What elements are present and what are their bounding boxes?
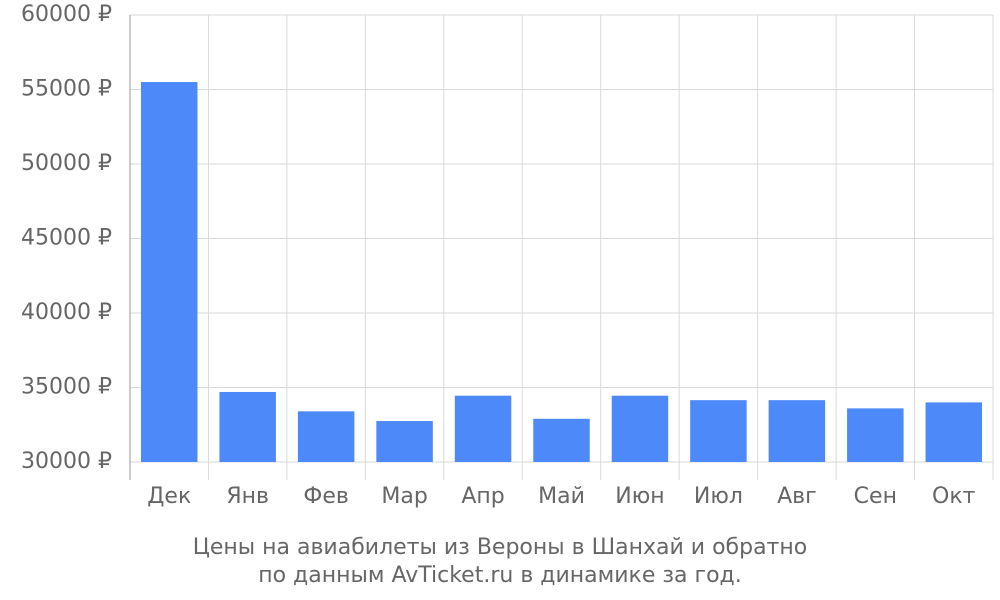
y-tick-label: 40000 ₽ [21, 300, 112, 325]
bar [847, 408, 904, 462]
bar [454, 395, 512, 462]
x-tick-label: Май [538, 484, 585, 509]
chart-title: Цены на авиабилеты из Вероны в Шанхай и … [193, 535, 807, 560]
x-tick-label: Фев [303, 484, 348, 509]
x-tick-label: Мар [381, 484, 427, 509]
bar [219, 391, 276, 462]
x-tick-label: Июн [615, 484, 664, 509]
y-tick-label: 30000 ₽ [21, 449, 112, 474]
x-tick-label: Июл [694, 484, 743, 509]
x-tick-label: Сен [854, 484, 897, 509]
bar [297, 411, 355, 462]
x-tick-label: Апр [461, 484, 504, 509]
bar [140, 82, 198, 463]
bar [611, 395, 669, 462]
chart-title: по данным AvTicket.ru в динамике за год. [258, 563, 742, 588]
bar [376, 421, 433, 462]
x-tick-label: Авг [777, 484, 817, 509]
y-tick-label: 60000 ₽ [21, 2, 112, 27]
bar [768, 400, 826, 462]
bar [925, 402, 983, 462]
x-tick-label: Дек [147, 484, 191, 509]
bar [533, 418, 590, 462]
y-tick-label: 50000 ₽ [21, 151, 112, 176]
y-tick-label: 35000 ₽ [21, 375, 112, 400]
bar [690, 400, 747, 462]
x-tick-label: Янв [226, 484, 269, 509]
x-tick-label: Окт [932, 484, 976, 509]
y-tick-label: 45000 ₽ [21, 226, 112, 251]
y-tick-label: 55000 ₽ [21, 77, 112, 102]
